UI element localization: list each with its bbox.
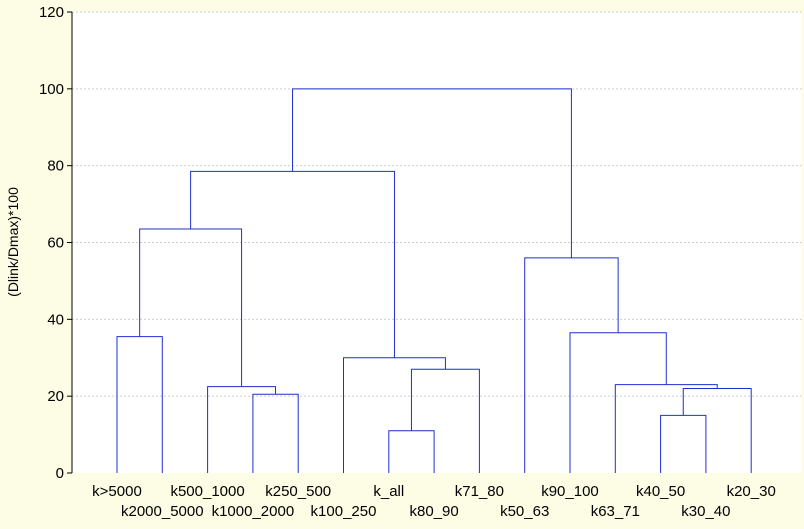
y-ticks: 0 20 40 60 80 100 120: [39, 4, 72, 482]
leaf-label: k20_30: [727, 483, 776, 500]
leaf-labels: k>5000 k2000_5000 k500_1000 k1000_2000 k250_…: [92, 483, 776, 520]
y-tick-label: 0: [56, 465, 64, 482]
leaf-label: k1000_2000: [212, 503, 295, 520]
leaf-label: k63_71: [591, 503, 640, 520]
leaf-label: k100_250: [311, 503, 377, 520]
leaf-label: k90_100: [541, 483, 599, 500]
dendrogram-link: [524, 257, 619, 473]
y-tick-label: 40: [47, 311, 64, 328]
y-axis-title: (Dlink/Dmax)*100: [5, 187, 21, 297]
dendrogram-link: [207, 386, 277, 473]
y-tick-label: 80: [47, 158, 64, 175]
leaf-label: k50_63: [500, 503, 549, 520]
y-tick-label: 60: [47, 235, 64, 252]
leaf-label: k40_50: [636, 483, 685, 500]
y-tick-label: 120: [39, 4, 64, 21]
dendrogram-link: [116, 336, 163, 473]
leaf-label: k30_40: [681, 503, 730, 520]
dendrogram-link: [252, 393, 299, 473]
leaf-label: k_all: [373, 483, 404, 500]
dendrogram-branches: [116, 88, 752, 473]
y-tick-label: 100: [39, 81, 64, 98]
y-tick-label: 20: [47, 388, 64, 405]
dendrogram-link: [292, 88, 572, 258]
leaf-label: k2000_5000: [121, 503, 204, 520]
leaf-label: k80_90: [409, 503, 458, 520]
leaf-label: k500_1000: [170, 483, 244, 500]
grid-lines: [72, 11, 802, 397]
dendrogram-link: [614, 384, 718, 473]
leaf-label: k71_80: [455, 483, 504, 500]
dendrogram-link: [388, 430, 435, 473]
leaf-label: k>5000: [92, 483, 142, 500]
leaf-label: k250_500: [265, 483, 331, 500]
